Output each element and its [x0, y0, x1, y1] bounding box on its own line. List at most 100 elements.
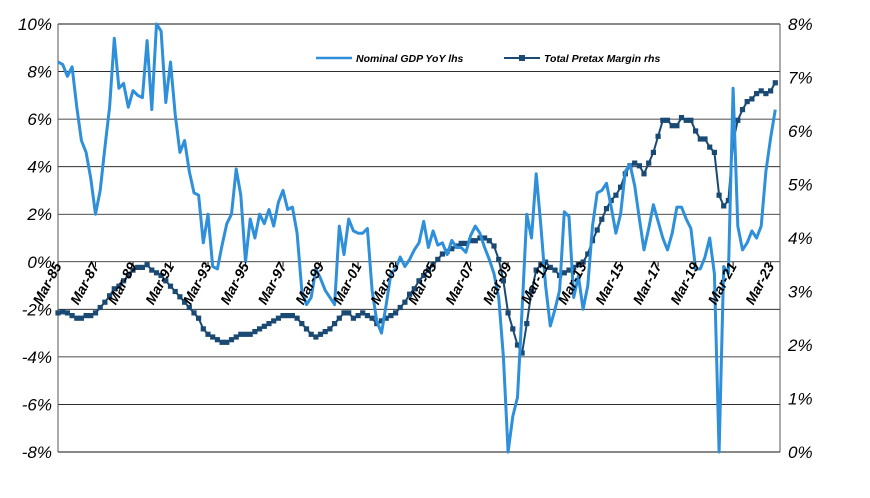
axes	[57, 24, 781, 452]
data-point	[500, 278, 506, 284]
data-point	[78, 315, 84, 321]
data-point	[482, 235, 488, 241]
data-point	[458, 240, 464, 246]
data-point	[322, 329, 328, 335]
data-point	[228, 337, 235, 343]
data-point	[158, 272, 164, 279]
y-tick-label-right: 0%	[788, 443, 813, 462]
data-point	[524, 321, 530, 327]
x-tick-label: Mar-97	[254, 259, 290, 307]
data-point	[650, 149, 656, 155]
data-point	[716, 192, 722, 198]
data-point	[636, 163, 642, 169]
data-point	[388, 313, 394, 319]
data-point	[135, 264, 141, 270]
data-point	[505, 310, 511, 316]
data-point	[177, 294, 183, 300]
x-tick-label: Mar-05	[404, 259, 439, 307]
data-point	[646, 160, 652, 166]
data-point	[153, 270, 160, 276]
data-point	[472, 238, 478, 244]
series-total-pretax-margin-rhs	[55, 80, 778, 356]
data-point	[327, 326, 333, 332]
data-point	[599, 216, 605, 222]
data-point	[88, 313, 94, 319]
data-point	[308, 331, 314, 337]
data-point	[552, 267, 558, 273]
data-point	[538, 262, 544, 268]
data-point	[167, 283, 174, 289]
data-point	[219, 339, 225, 345]
y-tick-label-right: 8%	[788, 15, 813, 34]
data-point	[341, 310, 347, 316]
data-point	[678, 115, 685, 121]
x-tick-label: Mar-09	[479, 259, 514, 307]
data-point	[632, 160, 638, 166]
data-point	[711, 149, 717, 155]
data-point	[242, 331, 249, 337]
y-tick-label-left: -4%	[22, 348, 52, 367]
data-point	[383, 315, 389, 321]
data-point	[725, 197, 731, 204]
data-point	[285, 313, 291, 319]
data-point	[332, 321, 338, 327]
data-point	[214, 337, 220, 343]
y-tick-label-right: 3%	[788, 283, 813, 302]
data-point	[205, 331, 211, 337]
data-point	[336, 315, 342, 321]
series-layer	[55, 22, 778, 454]
data-point	[402, 299, 408, 305]
data-point	[163, 278, 169, 284]
data-point	[144, 262, 150, 268]
legend-label-nominal-gdp: Nominal GDP YoY lhs	[356, 53, 464, 65]
y-tick-label-left: 10%	[18, 15, 52, 34]
x-tick-label: Mar-87	[67, 259, 103, 307]
data-point	[378, 318, 385, 324]
data-point	[280, 313, 286, 319]
y-tick-label-right: 4%	[788, 229, 813, 248]
data-point	[149, 267, 155, 273]
data-point	[350, 315, 356, 321]
data-point	[613, 192, 619, 198]
data-point	[275, 315, 281, 321]
data-point	[107, 293, 113, 299]
data-point	[257, 326, 263, 332]
data-point	[186, 304, 192, 311]
data-point	[111, 286, 117, 292]
data-point	[763, 91, 769, 97]
data-point	[369, 315, 375, 321]
y-tick-label-left: 2%	[26, 205, 52, 224]
data-point	[772, 80, 778, 86]
legend-label-pretax-margin: Total Pretax Margin rhs	[544, 53, 660, 65]
x-tick-label: Mar-17	[629, 259, 665, 307]
y-axis-right-labels: 8% 7% 6% 5% 4% 3% 2% 1% 0%	[787, 15, 813, 462]
data-point	[224, 339, 230, 345]
data-point	[486, 238, 492, 244]
legend-marker-pretax-margin	[519, 55, 525, 61]
data-point	[172, 288, 178, 295]
x-tick-label: Mar-21	[704, 259, 739, 307]
data-point	[669, 123, 675, 129]
series-nominal-gdp-yoy-lhs	[57, 22, 777, 454]
data-point	[744, 99, 750, 105]
data-point	[289, 313, 295, 319]
data-point	[660, 117, 666, 123]
x-tick-label: Mar-07	[442, 259, 478, 307]
data-point	[360, 310, 366, 316]
data-point	[463, 240, 469, 246]
y-tick-label-left: 4%	[27, 158, 52, 177]
y-tick-label-left: -2%	[22, 300, 52, 319]
data-point	[641, 171, 647, 177]
data-point	[693, 128, 699, 134]
data-point	[707, 144, 713, 150]
data-point	[435, 256, 441, 262]
data-point	[238, 331, 244, 337]
y-tick-label-right: 6%	[788, 122, 813, 141]
data-point	[182, 299, 188, 305]
data-point	[721, 203, 727, 209]
data-point	[130, 267, 136, 273]
data-point	[355, 313, 361, 319]
data-point	[299, 321, 305, 327]
y-tick-label-left: 8%	[27, 63, 52, 82]
series-line	[57, 82, 777, 354]
